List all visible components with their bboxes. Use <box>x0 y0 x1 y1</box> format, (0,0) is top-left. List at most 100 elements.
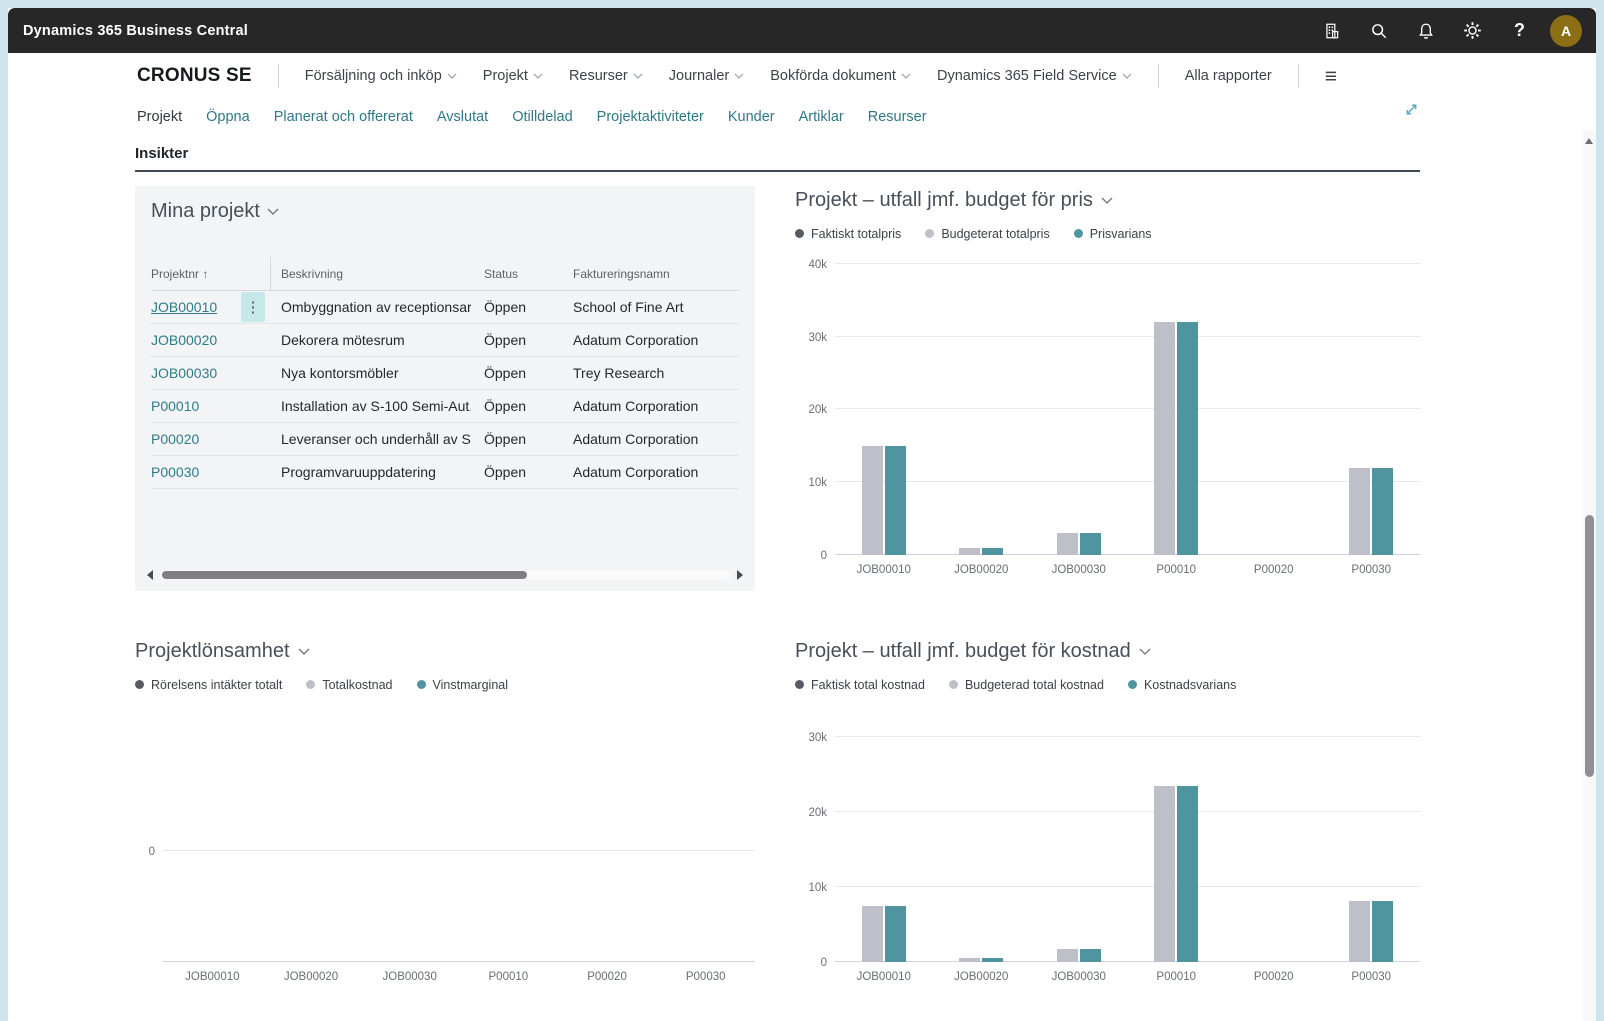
legend-label: Budgeterad total kostnad <box>964 677 1104 692</box>
notifications-bell-icon[interactable] <box>1409 14 1442 47</box>
chart-title-label: Projekt – utfall jmf. budget för kostnad <box>795 639 1131 662</box>
project-link[interactable]: JOB00020 <box>151 332 218 348</box>
chevron-down-icon <box>267 208 279 215</box>
bar[interactable] <box>1372 901 1394 962</box>
category-slot <box>163 814 262 962</box>
x-axis-label: P00020 <box>1253 971 1294 983</box>
scroll-right-icon[interactable] <box>737 570 743 580</box>
legend-label: Kostnadsvarians <box>1143 677 1237 692</box>
bar[interactable] <box>959 958 981 962</box>
table-row[interactable]: JOB00010 ⋮ Ombyggnation av receptionsar.… <box>151 291 739 324</box>
legend-label: Rörelsens intäkter totalt <box>151 677 283 692</box>
category-slot <box>262 814 361 962</box>
bar[interactable] <box>1079 533 1101 555</box>
bar[interactable] <box>861 446 883 555</box>
column-header-faktureringsnamn[interactable]: Faktureringsnamn <box>573 266 670 281</box>
project-link[interactable]: JOB00030 <box>151 365 218 381</box>
column-header-projektnr[interactable]: Projektnr ↑ <box>151 267 241 281</box>
subnav-planerat-och-offererat[interactable]: Planerat och offererat <box>273 109 413 125</box>
category-slot <box>835 737 933 962</box>
subnav-resurser[interactable]: Resurser <box>867 109 927 125</box>
bar[interactable] <box>1056 949 1078 962</box>
bar[interactable] <box>959 548 981 555</box>
project-link[interactable]: P00020 <box>151 431 200 447</box>
scrollbar-track[interactable] <box>160 570 730 580</box>
x-axis-label: P00010 <box>488 971 529 983</box>
legend-label: Prisvarians <box>1089 226 1152 241</box>
bar-chart-price: 0 10k 20k 30k 40k <box>808 259 1420 562</box>
column-header-beskrivning[interactable]: Beskrivning <box>281 266 344 281</box>
bar[interactable] <box>982 958 1004 962</box>
menu-resurser[interactable]: Resurser <box>569 68 643 84</box>
cell-description: Installation av S-100 Semi-Aut... <box>281 398 471 414</box>
scroll-left-icon[interactable] <box>147 570 153 580</box>
row-actions-kebab-icon[interactable]: ⋮ <box>241 292 265 322</box>
subnav-avslutat[interactable]: Avslutat <box>436 109 489 125</box>
cell-billto: Adatum Corporation <box>573 398 699 414</box>
category-slot <box>1225 737 1323 962</box>
project-link[interactable]: P00030 <box>151 464 200 480</box>
nav-divider <box>1157 64 1159 88</box>
chevron-down-icon <box>533 73 543 79</box>
subnav-projekt[interactable]: Projekt <box>137 109 183 125</box>
page-scrollbar[interactable] <box>1583 130 1596 1021</box>
search-icon[interactable] <box>1362 14 1395 47</box>
x-axis-label: JOB00020 <box>954 564 1009 576</box>
project-link[interactable]: P00010 <box>151 398 200 414</box>
expand-diagonal-icon[interactable] <box>1403 101 1420 123</box>
menu-field-service[interactable]: Dynamics 365 Field Service <box>937 68 1132 84</box>
bar[interactable] <box>1177 786 1199 962</box>
chart-cost-title[interactable]: Projekt – utfall jmf. budget för kostnad <box>795 637 1420 665</box>
subnav-projektaktiviteter[interactable]: Projektaktiviteter <box>596 109 704 125</box>
x-axis-label: JOB00030 <box>1051 971 1106 983</box>
subnav-oppna[interactable]: Öppna <box>206 109 250 125</box>
legend-item: Rörelsens intäkter totalt <box>135 678 282 692</box>
bar[interactable] <box>884 446 906 555</box>
bar[interactable] <box>1349 901 1371 962</box>
scroll-up-icon[interactable] <box>1585 138 1593 144</box>
menu-projekt[interactable]: Projekt <box>483 68 543 84</box>
bar[interactable] <box>861 906 883 962</box>
menu-alla-rapporter[interactable]: Alla rapporter <box>1184 68 1272 84</box>
table-row[interactable]: P00010 Installation av S-100 Semi-Aut...… <box>151 390 739 423</box>
help-icon[interactable]: ? <box>1514 20 1525 40</box>
project-link[interactable]: JOB00010 <box>151 299 218 315</box>
table-row[interactable]: P00020 Leveranser och underhåll av S-...… <box>151 423 739 456</box>
subnav-kunder[interactable]: Kunder <box>727 109 775 125</box>
bar[interactable] <box>884 906 906 962</box>
x-axis-line <box>835 961 1420 962</box>
my-projects-title[interactable]: Mina projekt <box>135 186 755 223</box>
category-slot <box>1030 264 1128 555</box>
bar[interactable] <box>1349 468 1371 555</box>
hamburger-menu-icon[interactable]: ≡ <box>1324 64 1337 88</box>
bar[interactable] <box>1079 949 1101 962</box>
menu-forsaljning-och-inkop[interactable]: Försäljning och inköp <box>305 68 457 84</box>
avatar[interactable]: A <box>1550 14 1582 47</box>
menu-bokforda-dokument[interactable]: Bokförda dokument <box>770 68 911 84</box>
subnav-otilldelad[interactable]: Otilldelad <box>512 109 573 125</box>
my-projects-card: Mina projekt Projektnr ↑ Beskrivning Sta… <box>135 186 755 591</box>
table-row[interactable]: JOB00030 Nya kontorsmöbler Öppen Trey Re… <box>151 357 739 390</box>
chart-profitability-title[interactable]: Projektlönsamhet <box>135 637 755 665</box>
company-building-icon[interactable] <box>1315 14 1348 47</box>
table-row[interactable]: P00030 Programvaruuppdatering Öppen Adat… <box>151 456 739 489</box>
chart-price-title[interactable]: Projekt – utfall jmf. budget för pris <box>795 186 1420 214</box>
horizontal-scrollbar[interactable] <box>147 567 743 583</box>
legend-label: Totalkostnad <box>322 677 393 692</box>
bar[interactable] <box>982 548 1004 555</box>
bar[interactable] <box>1154 322 1176 555</box>
subnav-artiklar[interactable]: Artiklar <box>798 109 844 125</box>
company-name[interactable]: CRONUS SE <box>137 65 252 86</box>
appbar-icons: ? A <box>1315 14 1582 47</box>
bar[interactable] <box>1056 533 1078 555</box>
table-row[interactable]: JOB00020 Dekorera mötesrum Öppen Adatum … <box>151 324 739 357</box>
page-scrollbar-thumb[interactable] <box>1585 515 1594 777</box>
menu-journaler[interactable]: Journaler <box>669 68 744 84</box>
x-axis-label: JOB00020 <box>954 971 1009 983</box>
bar[interactable] <box>1372 468 1394 555</box>
bar[interactable] <box>1177 322 1199 555</box>
settings-gear-icon[interactable] <box>1456 14 1489 47</box>
column-header-status[interactable]: Status <box>484 266 519 281</box>
bar[interactable] <box>1154 786 1176 962</box>
scrollbar-thumb[interactable] <box>162 571 527 579</box>
